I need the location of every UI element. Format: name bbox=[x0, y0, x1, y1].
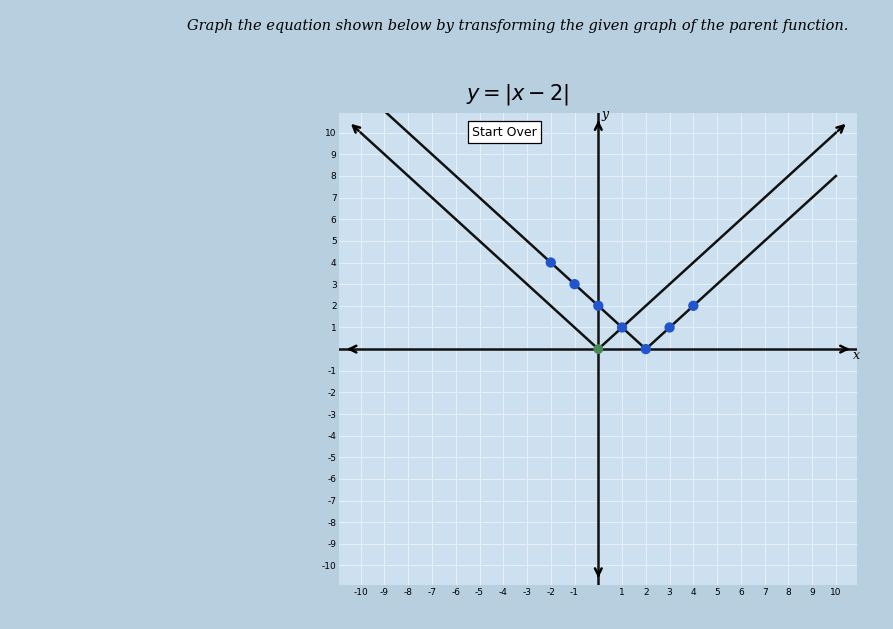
Point bbox=[591, 301, 605, 311]
Point bbox=[638, 344, 653, 354]
Text: x: x bbox=[853, 349, 860, 362]
Text: y: y bbox=[602, 108, 609, 121]
Text: $y = |x - 2|$: $y = |x - 2|$ bbox=[466, 82, 570, 107]
Text: Graph the equation shown below by transforming the given graph of the parent fun: Graph the equation shown below by transf… bbox=[188, 19, 848, 33]
Point bbox=[567, 279, 581, 289]
Point bbox=[591, 344, 605, 354]
Point bbox=[686, 301, 700, 311]
Point bbox=[544, 257, 558, 267]
Point bbox=[663, 323, 677, 333]
Point bbox=[615, 323, 630, 333]
Text: Start Over: Start Over bbox=[472, 126, 537, 139]
